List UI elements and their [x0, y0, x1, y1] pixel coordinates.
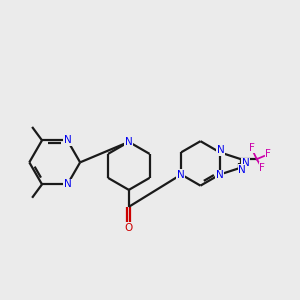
Text: F: F: [249, 142, 255, 152]
Text: N: N: [238, 165, 246, 175]
Text: N: N: [64, 135, 71, 145]
Text: O: O: [125, 223, 133, 233]
Text: F: F: [260, 163, 265, 173]
Text: N: N: [125, 137, 133, 147]
Text: N: N: [216, 170, 224, 180]
Text: N: N: [177, 169, 184, 179]
Text: F: F: [266, 149, 271, 159]
Text: N: N: [242, 158, 250, 168]
Text: N: N: [217, 145, 225, 155]
Text: N: N: [64, 179, 71, 189]
